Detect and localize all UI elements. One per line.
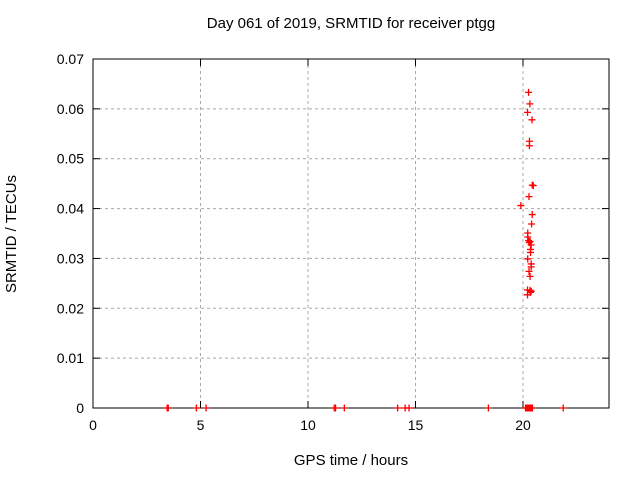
tick-labels-layer: 0 5 10 15 20 0 0.01 0.02 0.03 0.04 0.05 0.06 0.07 <box>57 51 531 433</box>
x-tick-label: 0 <box>89 417 97 433</box>
data-point-marker <box>524 291 532 299</box>
data-point-marker <box>340 404 348 412</box>
data-point-marker <box>192 404 200 412</box>
data-point-marker <box>559 404 567 412</box>
data-point-marker <box>524 255 532 263</box>
data-point-marker <box>529 182 537 190</box>
data-point-marker <box>526 237 534 245</box>
y-tick-label: 0.02 <box>57 300 84 316</box>
y-tick-label: 0.04 <box>57 201 84 217</box>
data-point-marker <box>525 267 533 275</box>
data-points-layer <box>163 88 567 412</box>
tick-marks-layer <box>92 58 609 409</box>
x-tick-label: 20 <box>515 417 531 433</box>
x-tick-label: 15 <box>408 417 424 433</box>
data-point-marker <box>526 100 534 108</box>
text-labels-layer: Day 061 of 2019, SRMTID for receiver ptg… <box>3 15 495 469</box>
data-point-marker <box>528 220 536 228</box>
data-point-marker <box>528 211 536 219</box>
data-point-marker <box>202 404 210 412</box>
data-point-marker <box>332 404 340 412</box>
y-tick-label: 0.07 <box>57 51 84 67</box>
data-point-marker <box>527 263 535 271</box>
x-tick-label: 10 <box>300 417 316 433</box>
y-tick-label: 0 <box>76 400 84 416</box>
x-axis-label: GPS time / hours <box>294 452 408 469</box>
y-axis-label: SRMTID / TECUs <box>3 175 20 293</box>
data-point-marker <box>524 108 532 116</box>
data-point-marker <box>525 193 533 201</box>
x-tick-label: 5 <box>197 417 205 433</box>
y-tick-label: 0.03 <box>57 250 84 266</box>
data-point-marker <box>524 233 532 241</box>
data-point-marker <box>528 116 536 124</box>
data-point-marker <box>525 142 533 150</box>
y-tick-label: 0.01 <box>57 350 84 366</box>
data-point-marker <box>528 404 536 412</box>
chart-title: Day 061 of 2019, SRMTID for receiver ptg… <box>207 15 495 32</box>
data-point-marker <box>525 88 533 96</box>
data-point-marker <box>517 202 525 210</box>
data-point-marker <box>394 404 402 412</box>
data-point-marker <box>484 404 492 412</box>
y-tick-label: 0.05 <box>57 151 84 167</box>
data-point-marker <box>527 248 535 256</box>
y-tick-label: 0.06 <box>57 101 84 117</box>
data-point-marker <box>405 404 413 412</box>
grid-layer <box>93 59 609 408</box>
data-point-marker <box>164 404 172 412</box>
plot-border <box>92 58 610 409</box>
data-point-marker <box>526 272 534 280</box>
